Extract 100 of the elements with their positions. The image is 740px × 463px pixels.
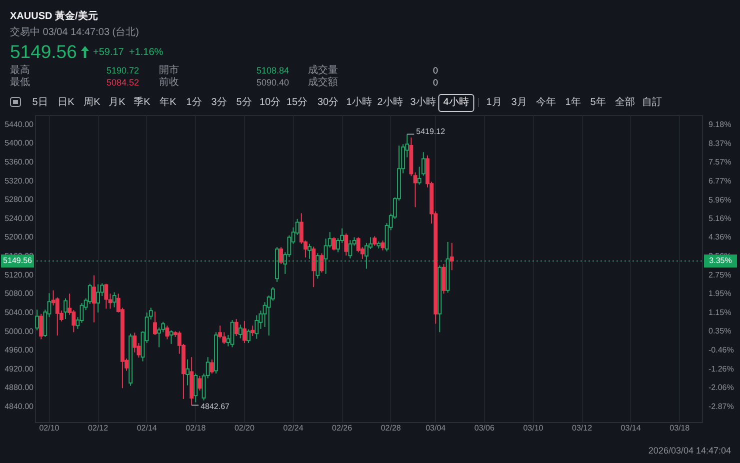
- text: 1年: [565, 96, 581, 108]
- candlestick: [165, 325, 170, 340]
- text: 開市: [159, 65, 179, 76]
- candlestick: [312, 246, 316, 288]
- y2-tick-label: 1.95%: [708, 289, 732, 298]
- text: 10分: [259, 96, 281, 108]
- candlestick: [242, 320, 246, 344]
- text: 5108.84: [256, 66, 289, 76]
- candlestick: [153, 311, 157, 336]
- x-tick-label: 03/18: [670, 424, 690, 432]
- candlestick: [348, 240, 352, 259]
- annotation: 4842.67: [200, 402, 230, 412]
- candlestick: [96, 284, 100, 313]
- text: 5149.56: [10, 40, 77, 62]
- x-tick-label: 02/20: [234, 424, 256, 432]
- chart-subtitle: 交易中 03/04 14:47:03 (台北): [10, 27, 139, 38]
- ref-line-label: 5149.56: [3, 256, 33, 265]
- text: 前收: [159, 77, 179, 88]
- text: 5年: [590, 96, 606, 108]
- y2-tick-label: 7.57%: [708, 158, 732, 167]
- y-tick-label: 4840.00: [4, 402, 34, 411]
- y-tick-label: 4920.00: [4, 364, 34, 374]
- candlestick: [380, 240, 385, 251]
- candlestick: [238, 324, 242, 339]
- x-tick-label: 03/14: [620, 424, 642, 432]
- candlestick: [250, 325, 255, 336]
- y2-tick-label: 8.37%: [708, 138, 732, 148]
- candlestick: [332, 236, 336, 251]
- y-tick-label: 5320.00: [4, 176, 34, 186]
- chart-title: XAUUSD 黃金/美元: [10, 11, 98, 22]
- y2-tick-label: -2.87%: [708, 402, 734, 412]
- y2-tick-label: -1.26%: [708, 364, 734, 374]
- y-tick-label: 5360.00: [4, 158, 34, 167]
- text: 5分: [236, 96, 252, 108]
- annotation: 5419.12: [416, 127, 446, 136]
- y-tick-label: 5400.00: [4, 138, 34, 148]
- y-tick-label: 5000.00: [4, 326, 34, 336]
- text: 3分: [211, 96, 227, 108]
- text: +1.16%: [129, 47, 164, 58]
- y-tick-label: 4960.00: [4, 346, 34, 355]
- text: 季K: [134, 96, 150, 108]
- text: 今年: [536, 96, 556, 108]
- candlestick: [186, 358, 190, 386]
- x-tick-label: 03/10: [523, 424, 544, 432]
- y2-tick-label: 5.96%: [708, 195, 732, 204]
- candlestick: [112, 292, 116, 308]
- text: 0: [432, 78, 438, 88]
- text: 5090.40: [256, 78, 289, 88]
- text: 30分: [317, 96, 339, 108]
- y-tick-label: 5080.00: [4, 289, 34, 298]
- candlestick: [344, 232, 348, 256]
- text: 全部: [615, 96, 635, 108]
- text: 1分: [186, 96, 202, 108]
- text: 2小時: [377, 96, 403, 108]
- candlestick: [234, 318, 238, 336]
- text: 15分: [286, 96, 308, 108]
- candlestick: [279, 246, 284, 265]
- y2-tick-label: 4.36%: [708, 232, 732, 242]
- y-tick-label: 5240.00: [4, 214, 34, 223]
- x-tick-label: 02/14: [136, 424, 158, 432]
- candlestick: [246, 328, 250, 344]
- candlestick: [413, 172, 418, 208]
- candlestick: [35, 309, 39, 331]
- x-tick-label: 02/28: [380, 424, 402, 432]
- text: 1月: [486, 96, 502, 108]
- candlestick: [230, 319, 234, 348]
- candlestick: [210, 358, 214, 374]
- text: 自訂: [642, 96, 662, 108]
- y-tick-label: 5040.00: [4, 308, 34, 317]
- candlestick: [254, 314, 259, 340]
- y2-tick-label: 2.75%: [708, 270, 732, 280]
- x-tick-label: 02/26: [332, 424, 353, 432]
- text: 3小時: [410, 96, 436, 108]
- text: 3.35%: [709, 256, 732, 265]
- text: 5084.52: [106, 78, 139, 88]
- x-tick-label: 03/12: [572, 424, 593, 432]
- candlestick: [104, 283, 108, 310]
- y2-tick-label: 9.18%: [708, 120, 732, 129]
- x-tick-label: 03/06: [474, 424, 495, 432]
- y2-tick-label: 5.16%: [708, 214, 732, 224]
- text: 5190.72: [106, 66, 139, 76]
- y2-tick-label: 0.35%: [708, 326, 732, 336]
- text: 年K: [160, 96, 176, 108]
- y-tick-label: 5120.00: [4, 270, 34, 280]
- x-tick-label: 02/12: [88, 424, 109, 432]
- y-tick-label: 5200.00: [4, 232, 34, 242]
- candlestick: [80, 302, 84, 324]
- y-tick-label: 5440.00: [4, 120, 34, 129]
- text: 4小時: [438, 94, 474, 112]
- candlestick: [39, 313, 44, 340]
- text: 日K: [58, 96, 74, 108]
- x-tick-label: 02/10: [39, 424, 60, 432]
- y2-tick-label: -2.06%: [708, 383, 734, 392]
- text: +59.17: [93, 47, 124, 58]
- text: 5日: [32, 96, 48, 108]
- candlestick: [450, 242, 454, 271]
- text: 成交額: [308, 77, 338, 88]
- y2-tick-label: 1.15%: [708, 308, 732, 317]
- x-tick-label: 02/18: [186, 424, 206, 432]
- candlestick: [372, 236, 377, 246]
